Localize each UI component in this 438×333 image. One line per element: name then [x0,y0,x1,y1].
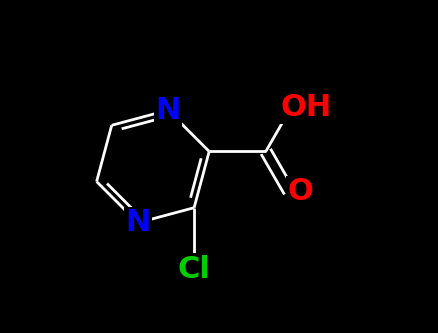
Text: N: N [125,208,150,237]
Text: O: O [287,177,313,206]
Text: N: N [155,96,180,125]
Text: OH: OH [279,93,331,122]
Text: Cl: Cl [177,255,210,284]
